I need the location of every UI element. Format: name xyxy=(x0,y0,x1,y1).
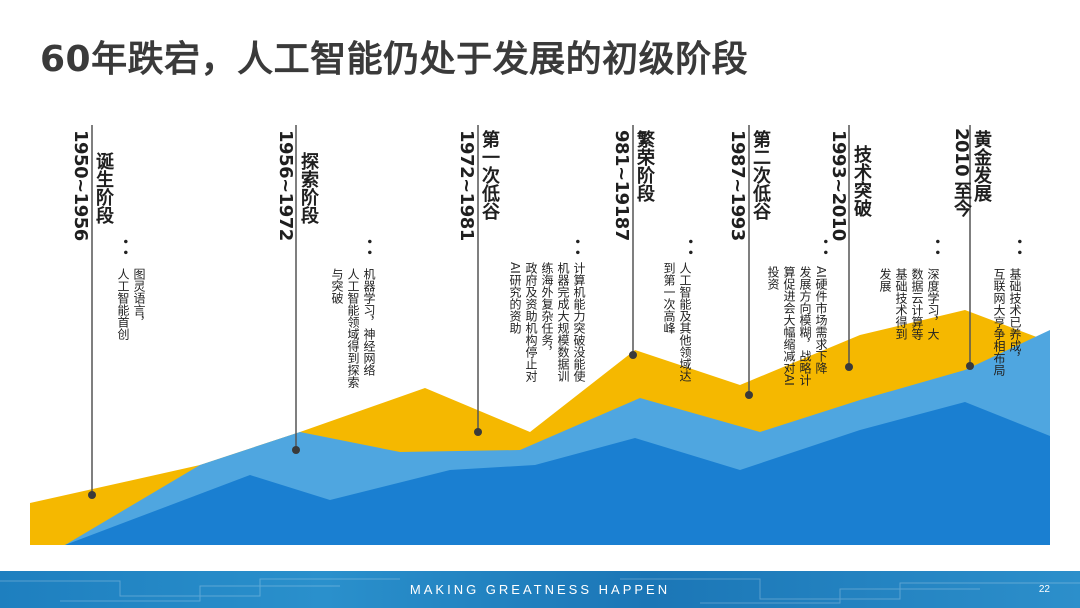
timeline-dot-2 xyxy=(292,446,300,454)
stage-2-desc-b: 与突破 xyxy=(330,268,344,304)
footer-tagline: MAKING GREATNESS HAPPEN xyxy=(409,582,671,597)
timeline-dot-3 xyxy=(474,428,482,436)
circuit-pattern xyxy=(0,578,1080,604)
stage-5-desc-b: 发展方向模糊，战略计 xyxy=(798,266,812,386)
stage-3-desc-e: AI研究的资助 xyxy=(508,262,522,334)
stage-7-desc-b: 互联网大亨争相布局 xyxy=(992,268,1006,376)
stage-3-desc-a: 计算机能力突破没能使 xyxy=(572,262,586,382)
stage-7-bullets: • • xyxy=(1012,238,1026,256)
stage-6-desc-a: 深度学习，大 xyxy=(926,268,940,340)
stage-2-desc-a: 机器学习，神经网络 xyxy=(362,268,376,376)
stage-3-bullets: • • xyxy=(570,238,584,256)
stage-3-years: 1972~1981 xyxy=(456,130,477,241)
timeline-dots xyxy=(88,351,974,499)
stage-3-desc-c: 练海外复杂任务， xyxy=(540,262,554,358)
timeline-dot-4 xyxy=(629,351,637,359)
timeline-dot-1 xyxy=(88,491,96,499)
stage-1-desc-a: 图灵语言， xyxy=(132,268,146,328)
stage-6-desc-d: 发展 xyxy=(878,268,892,292)
stage-4-bullets: • • xyxy=(683,238,697,256)
stage-1-years: 1950~1956 xyxy=(70,130,91,241)
stage-5-years: 1987~1993 xyxy=(727,130,748,241)
stage-6-years: 1993~2010 xyxy=(828,130,849,241)
stage-5-phase: 第二次低谷 xyxy=(750,130,771,220)
stage-2-phase: 探索阶段 xyxy=(298,152,319,224)
stage-5-desc-a: AI硬件市场需求下降 xyxy=(814,266,828,374)
stage-5-bullets: • • xyxy=(818,238,832,256)
stage-2-bullets: • • xyxy=(362,238,376,256)
page-number: 22 xyxy=(1038,584,1050,595)
stage-7-phase: 黄金发展 xyxy=(971,130,992,202)
timeline-dot-7 xyxy=(966,362,974,370)
stage-7-desc-a: 基础技术已养成， xyxy=(1008,268,1022,364)
stage-3-desc-b: 机器完成大规模数据训 xyxy=(556,262,570,382)
footer-bar: MAKING GREATNESS HAPPEN 22 xyxy=(0,571,1080,608)
stage-6-phase: 技术突破 xyxy=(851,145,872,217)
stage-6-desc-b: 数据云计算等 xyxy=(910,268,924,340)
slide-title: 60年跌宕，人工智能仍处于发展的初级阶段 xyxy=(40,39,749,80)
blue-area xyxy=(65,402,1050,545)
stage-4-years: 981~19187 xyxy=(611,130,632,241)
timeline-lines xyxy=(91,125,971,495)
stage-4-desc-b: 到第一次高峰 xyxy=(662,262,676,334)
stage-3-phase: 第一次低谷 xyxy=(479,130,500,220)
stage-1-desc-b: 人工智能首创 xyxy=(116,268,130,340)
stage-3-desc-d: 政府及资助机构停止对 xyxy=(524,262,538,382)
stage-5-desc-c: 算促进会大幅缩减对AI xyxy=(782,266,796,386)
timeline-dot-6 xyxy=(845,363,853,371)
stage-1-bullets: • • xyxy=(118,238,132,256)
stage-6-desc-c: 基础技术得到 xyxy=(894,268,908,340)
stage-1-phase: 诞生阶段 xyxy=(93,152,114,224)
stage-4-phase: 繁荣阶段 xyxy=(634,130,655,202)
stage-2-years: 1956~1972 xyxy=(275,130,296,241)
stage-5-desc-d: 投资 xyxy=(766,266,780,290)
stage-6-bullets: • • xyxy=(930,238,944,256)
stage-7-years: 2010 至今 xyxy=(951,128,972,217)
stage-2-desc-c: 人工智能领域得到探索 xyxy=(346,268,360,388)
timeline-dot-5 xyxy=(745,391,753,399)
stage-4-desc-a: 人工智能及其他领域达 xyxy=(678,262,692,382)
